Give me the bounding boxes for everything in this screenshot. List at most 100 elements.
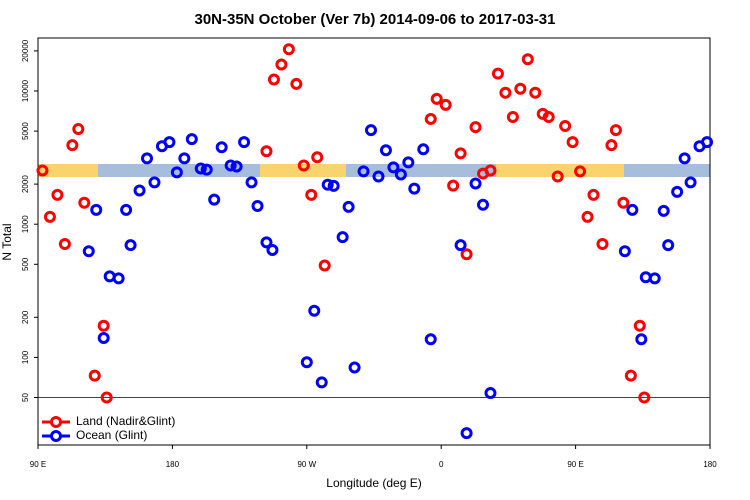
data-point	[43, 210, 56, 223]
y-tick-label: 5000	[21, 122, 30, 140]
data-point	[424, 333, 437, 346]
data-point	[671, 185, 684, 198]
data-point	[357, 165, 370, 178]
data-point	[311, 151, 324, 164]
data-point	[514, 82, 527, 95]
data-point	[454, 147, 467, 160]
data-point	[124, 239, 137, 252]
data-point	[194, 162, 207, 175]
legend-marker	[50, 430, 62, 442]
data-point	[224, 159, 237, 172]
x-tick-label: 0	[439, 460, 444, 469]
data-point	[58, 238, 71, 251]
x-tick-label: 180	[166, 460, 180, 469]
data-point	[260, 236, 273, 249]
legend-label: Land (Nadir&Glint)	[76, 414, 175, 428]
data-point	[402, 156, 415, 169]
data-point	[170, 166, 183, 179]
data-point	[88, 369, 101, 382]
data-point	[185, 133, 198, 146]
data-point	[387, 161, 400, 174]
data-point	[624, 369, 637, 382]
data-point	[551, 170, 564, 183]
y-tick-label: 10000	[21, 79, 30, 102]
data-point	[208, 193, 221, 206]
data-point	[618, 245, 631, 258]
data-point	[477, 198, 490, 211]
data-point	[417, 143, 430, 156]
data-point	[245, 176, 258, 189]
data-point	[657, 204, 670, 217]
data-point	[430, 92, 443, 105]
data-point	[626, 203, 639, 216]
data-point	[365, 124, 378, 137]
data-point	[72, 123, 85, 136]
data-point	[251, 199, 264, 212]
data-point	[581, 210, 594, 223]
data-point	[454, 239, 467, 252]
data-point	[605, 139, 618, 152]
data-point	[491, 67, 504, 80]
data-point	[633, 319, 646, 332]
data-point	[439, 98, 452, 111]
data-point	[163, 136, 176, 149]
data-point	[469, 177, 482, 190]
y-tick-label: 2000	[21, 175, 30, 193]
data-point	[100, 391, 113, 404]
data-point	[230, 160, 243, 173]
data-point	[297, 159, 310, 172]
data-point	[542, 111, 555, 124]
data-point	[372, 170, 385, 183]
data-point	[120, 203, 133, 216]
y-tick-label: 1000	[21, 215, 30, 233]
data-point	[506, 111, 519, 124]
data-point	[394, 168, 407, 181]
data-point	[336, 231, 349, 244]
y-tick-label: 20000	[21, 39, 30, 62]
data-point	[238, 136, 251, 149]
data-point	[148, 176, 161, 189]
data-point	[521, 53, 534, 66]
x-axis-label: Longitude (deg E)	[326, 476, 421, 490]
data-point	[662, 239, 675, 252]
data-point	[200, 163, 213, 176]
y-tick-label: 200	[21, 310, 30, 324]
data-point	[266, 244, 279, 257]
data-point	[97, 319, 110, 332]
data-point	[51, 188, 64, 201]
data-point	[596, 238, 609, 251]
data-point	[559, 120, 572, 133]
data-point	[290, 77, 303, 90]
data-point	[529, 86, 542, 99]
data-point	[315, 376, 328, 389]
data-point	[327, 179, 340, 192]
legend-label: Ocean (Glint)	[76, 428, 147, 442]
data-point	[275, 58, 288, 71]
data-point	[112, 272, 125, 285]
data-point	[587, 188, 600, 201]
data-point	[36, 164, 49, 177]
data-point	[267, 73, 280, 86]
y-tick-label: 500	[21, 257, 30, 271]
data-point	[701, 136, 714, 149]
data-point	[684, 176, 697, 189]
data-point	[308, 304, 321, 317]
data-point	[484, 387, 497, 400]
data-point	[499, 86, 512, 99]
chart-title: 30N-35N October (Ver 7b) 2014-09-06 to 2…	[194, 11, 555, 28]
data-point	[678, 152, 691, 165]
data-point	[282, 43, 295, 56]
data-point	[260, 145, 273, 158]
data-point	[447, 179, 460, 192]
data-point	[300, 356, 313, 369]
legend-marker	[50, 416, 62, 428]
data-point	[460, 427, 473, 440]
x-tick-label: 90 W	[297, 460, 316, 469]
plot-frame	[37, 37, 711, 446]
data-point	[215, 141, 228, 154]
data-point	[348, 361, 361, 374]
data-point	[379, 144, 392, 157]
data-point	[82, 245, 95, 258]
data-point	[408, 182, 421, 195]
